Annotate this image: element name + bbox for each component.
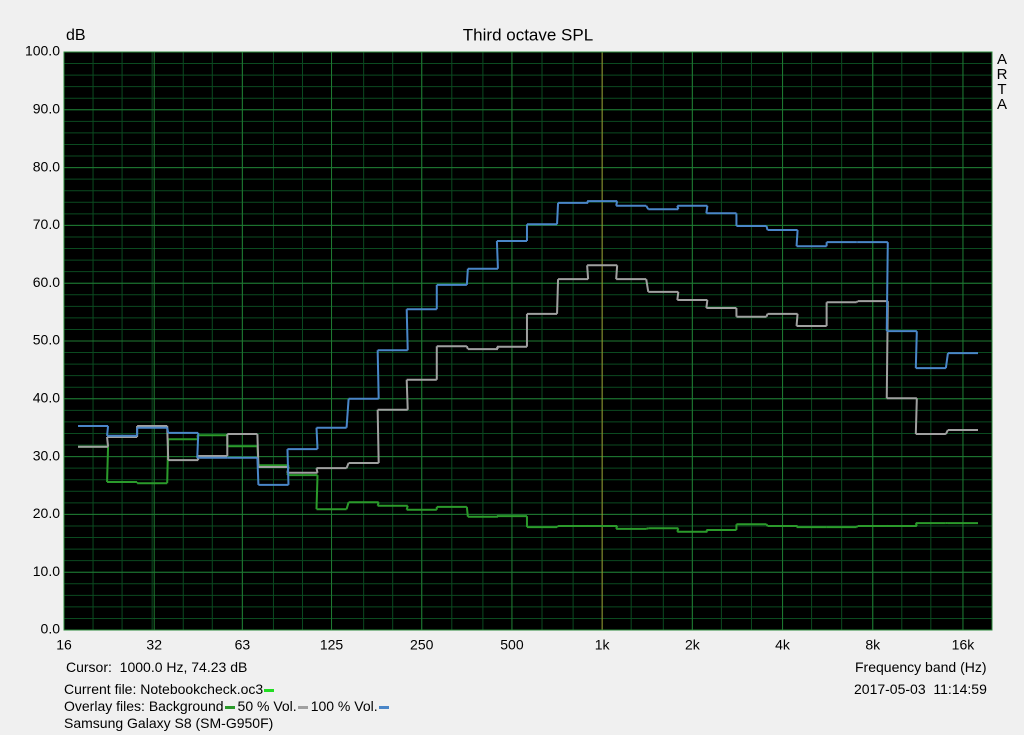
x-tick-label: 2k <box>685 637 701 653</box>
y-tick-label: 30.0 <box>33 447 60 463</box>
legend-swatch <box>297 705 308 709</box>
y-tick-label: 0.0 <box>41 621 61 637</box>
x-tick-label: 250 <box>410 637 434 653</box>
timestamp: 2017-05-03 11:14:59 <box>854 681 987 697</box>
plot-frame <box>63 51 993 631</box>
step-riser <box>376 409 380 463</box>
y-tick-label: 10.0 <box>33 563 60 579</box>
step-riser <box>405 379 409 410</box>
step-riser <box>795 313 799 327</box>
legend-label: 100 % Vol. <box>310 698 378 714</box>
x-tick-label: 125 <box>320 637 344 653</box>
step-riser <box>914 398 918 435</box>
y-tick-label: 50.0 <box>33 332 60 348</box>
step-riser <box>106 436 110 447</box>
step-riser <box>315 475 319 510</box>
step-riser <box>405 309 409 351</box>
legend-label: Background <box>148 698 224 714</box>
step-riser <box>556 525 559 528</box>
step-riser <box>556 279 560 314</box>
y-axis-label: dB <box>66 27 86 44</box>
step-riser <box>256 457 260 485</box>
device-name: Samsung Galaxy S8 (SM-G950F) <box>64 715 274 731</box>
chart-title: Third octave SPL <box>463 25 593 44</box>
brand: ARTA <box>996 51 1008 113</box>
y-tick-label: 100.0 <box>25 43 60 59</box>
step-riser <box>645 278 650 293</box>
step-riser <box>465 268 469 285</box>
step-riser <box>795 229 799 247</box>
y-tick-label: 20.0 <box>33 505 60 521</box>
step-riser <box>645 205 650 210</box>
x-tick-label: 16 <box>56 637 72 653</box>
step-riser <box>556 202 560 225</box>
step-riser <box>914 331 918 369</box>
cursor-readout: Cursor: 1000.0 Hz, 74.23 dB <box>66 659 248 675</box>
step-riser <box>376 350 380 399</box>
step-riser <box>705 299 709 309</box>
step-riser <box>705 205 709 214</box>
step-riser <box>944 429 949 435</box>
legend-swatch <box>224 705 235 709</box>
overlay-label: Overlay files: <box>64 698 145 714</box>
step-riser <box>106 446 110 483</box>
x-tick-label: 8k <box>865 637 881 653</box>
step-riser <box>676 291 680 301</box>
step-riser <box>465 506 469 517</box>
step-riser <box>765 313 769 318</box>
current-file: Current file: Notebookcheck.oc3 <box>64 680 277 698</box>
x-tick-label: 1k <box>595 637 611 653</box>
step-riser <box>645 527 649 530</box>
current-file-text: Current file: Notebookcheck.oc3 <box>64 681 264 697</box>
x-tick-label: 32 <box>146 637 162 653</box>
y-tick-label: 60.0 <box>33 274 60 290</box>
step-riser <box>586 265 590 280</box>
step-riser <box>885 242 889 332</box>
step-riser <box>855 300 859 303</box>
step-riser <box>465 345 469 350</box>
step-riser <box>345 462 350 469</box>
x-tick-label: 63 <box>235 637 251 653</box>
step-riser <box>615 265 619 280</box>
step-riser <box>166 427 170 434</box>
step-riser <box>196 432 200 458</box>
step-riser <box>345 398 350 428</box>
step-riser <box>765 523 769 527</box>
x-tick-label: 16k <box>952 637 976 653</box>
step-riser <box>944 353 949 369</box>
step-riser <box>286 449 290 485</box>
step-riser <box>106 425 110 436</box>
y-tick-label: 40.0 <box>33 390 60 406</box>
x-axis-label: Frequency band (Hz) <box>855 659 987 675</box>
y-tick-label: 80.0 <box>33 158 60 174</box>
step-riser <box>495 240 499 269</box>
x-tick-label: 4k <box>775 637 791 653</box>
y-tick-label: 90.0 <box>33 101 60 117</box>
step-riser <box>765 225 769 231</box>
legend-label: 50 % Vol. <box>237 698 297 714</box>
legend: Overlay files: Background 50 % Vol. 100 % … <box>64 697 392 715</box>
legend-swatch <box>378 705 389 709</box>
step-riser <box>345 501 350 510</box>
y-tick-label: 70.0 <box>33 216 60 232</box>
x-tick-label: 500 <box>500 637 524 653</box>
step-riser <box>315 427 319 450</box>
step-riser <box>855 525 859 528</box>
current-file-swatch <box>264 688 275 692</box>
